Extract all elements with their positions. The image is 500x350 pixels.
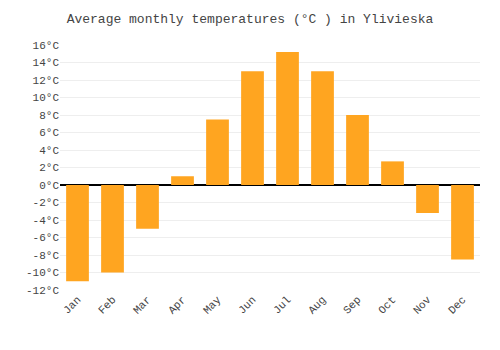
svg-text:4°C: 4°C xyxy=(39,145,59,157)
svg-text:Feb: Feb xyxy=(96,294,118,316)
svg-text:Nov: Nov xyxy=(411,294,434,317)
svg-text:10°C: 10°C xyxy=(33,92,60,104)
svg-text:6°C: 6°C xyxy=(39,127,59,139)
svg-text:Jun: Jun xyxy=(236,294,258,316)
svg-text:2°C: 2°C xyxy=(39,162,59,174)
svg-text:-8°C: -8°C xyxy=(33,250,60,262)
svg-text:16°C: 16°C xyxy=(33,40,60,52)
svg-text:-6°C: -6°C xyxy=(33,232,60,244)
svg-text:14°C: 14°C xyxy=(33,57,60,69)
svg-text:-2°C: -2°C xyxy=(33,197,60,209)
svg-text:Jan: Jan xyxy=(61,294,83,316)
svg-text:0°C: 0°C xyxy=(39,180,59,192)
svg-text:8°C: 8°C xyxy=(39,110,59,122)
svg-text:Oct: Oct xyxy=(376,294,398,316)
svg-text:Mar: Mar xyxy=(131,294,153,316)
svg-text:Average monthly temperatures (: Average monthly temperatures (°C ) in Yl… xyxy=(67,12,434,27)
svg-text:Dec: Dec xyxy=(446,294,468,316)
svg-text:Jul: Jul xyxy=(271,294,293,316)
svg-text:Sep: Sep xyxy=(341,294,363,316)
svg-text:May: May xyxy=(201,294,224,317)
svg-text:-4°C: -4°C xyxy=(33,215,60,227)
svg-text:Apr: Apr xyxy=(166,294,188,316)
svg-text:Aug: Aug xyxy=(306,294,328,316)
svg-text:12°C: 12°C xyxy=(33,75,60,87)
svg-text:-12°C: -12°C xyxy=(26,285,59,297)
svg-text:-10°C: -10°C xyxy=(26,267,59,279)
